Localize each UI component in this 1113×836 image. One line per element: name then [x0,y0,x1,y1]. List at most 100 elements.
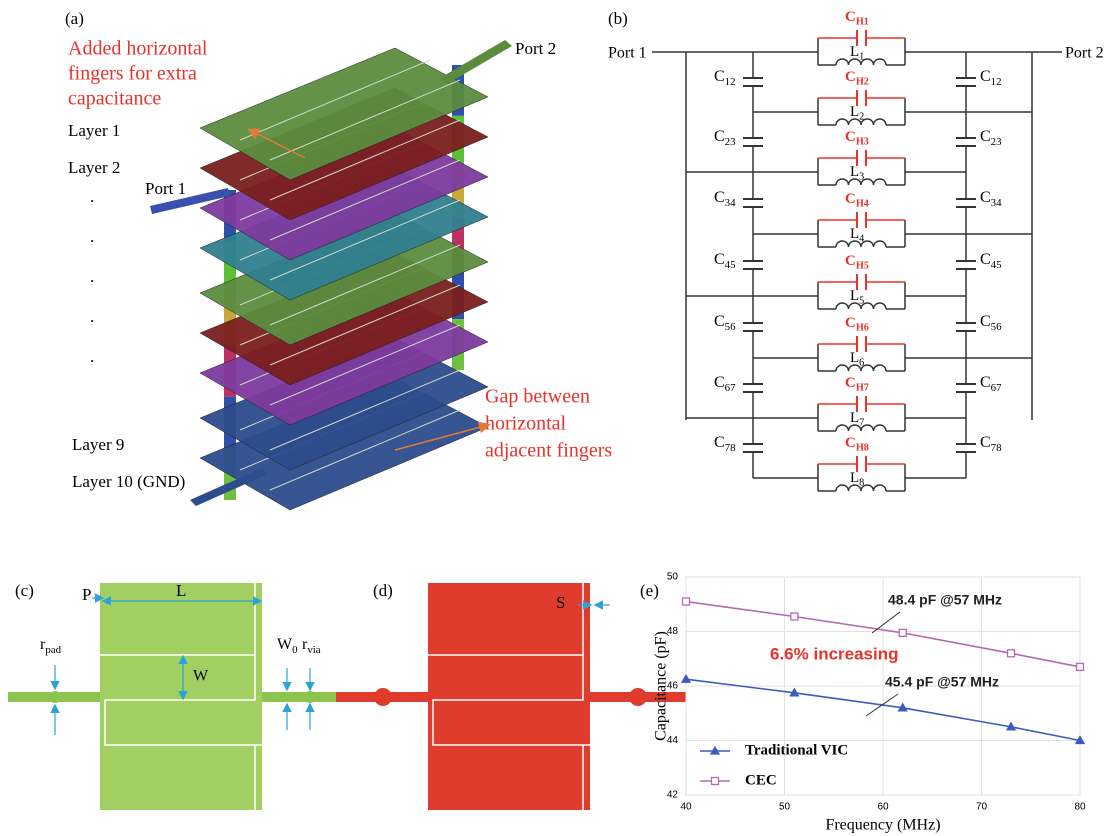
parallel-cap-label-base: C [845,191,856,207]
coupling-cap-label-base: C [714,313,725,330]
coupling-cap-label: C56 [714,313,736,333]
coupling-cap-label: C45 [980,251,1002,271]
coupling-cap-label-base: C [714,434,725,451]
parallel-cap-label-sub: H8 [856,443,869,454]
annotation: fingers for extra [68,63,197,85]
dimension-label: W [193,668,209,685]
parallel-cap-label: CH7 [845,375,869,393]
annotation: 45.4 pF @57 MHz [885,674,999,690]
ellipsis-dot: . [90,307,94,326]
y-tick-label: 50 [667,572,679,583]
inductor-label-base: L [850,288,859,304]
dimension-label: L [176,581,186,600]
coupling-cap-label-base: C [714,374,725,391]
capacitor-body [428,583,590,810]
parallel-cap-label: CH6 [845,315,869,333]
x-tick-label: 40 [680,802,692,813]
coupling-cap-label: C34 [980,189,1002,209]
ellipsis-dot: . [90,347,94,366]
panel-label: (d) [373,581,393,600]
inductor-label-base: L [850,350,859,366]
inductor-label: L2 [850,104,864,122]
capacitor-body [100,583,262,810]
coupling-cap-label: C23 [714,128,736,148]
parallel-cap-label: CH4 [845,191,869,209]
dimension-label: rpad [40,636,62,656]
coupling-cap-label-base: C [714,128,725,145]
coupling-cap-label-base: C [980,313,991,330]
inductor-label: L4 [850,226,864,244]
parallel-cap-label-base: C [845,129,856,145]
data-marker [1077,663,1084,670]
inductor-label-base: L [850,226,859,242]
data-marker [1008,650,1015,657]
annotation: Gap between [485,386,590,408]
coupling-cap-label: C12 [980,68,1002,88]
x-axis-label: Frequency (MHz) [825,817,940,834]
port-label: Port 1 [608,45,647,62]
inductor-label-sub: 8 [859,478,864,489]
coupling-cap-label-base: C [980,434,991,451]
port-label: Port 2 [1065,45,1104,62]
coupling-cap-label: C45 [714,251,736,271]
ellipsis-dot: . [90,227,94,246]
dimension-label-base: W [277,636,293,653]
figure: (a)Added horizontalfingers for extracapa… [0,0,1113,836]
annotation: horizontal [485,413,567,435]
dimension-label-sub: pad [45,643,61,655]
inductor-label: L5 [850,288,864,306]
x-tick-label: 50 [779,802,791,813]
layer-label: Layer 1 [68,121,120,140]
dimension-label: rvia [302,636,321,656]
coupling-cap-label-sub: 56 [725,320,736,332]
inductor-label: L6 [850,350,864,368]
coupling-cap-label-sub: 67 [725,381,736,393]
coupling-cap-label-sub: 12 [991,75,1002,87]
coupling-cap-label-sub: 45 [991,258,1002,270]
inductor-label: L1 [850,44,864,62]
coupling-cap-label-base: C [714,189,725,206]
pad [374,688,392,706]
annotation: adjacent fingers [485,440,612,462]
inductor-label-sub: 2 [859,112,864,123]
coupling-cap-label-sub: 56 [991,320,1002,332]
x-tick-label: 70 [976,802,988,813]
dimension-label: W0 [277,636,298,656]
inductor-label: L3 [850,164,864,182]
coupling-cap-label-base: C [714,68,725,85]
annotation: 48.4 pF @57 MHz [888,592,1002,608]
port-label: Port 1 [145,179,186,198]
inductor-label-base: L [850,470,859,486]
coupling-cap-label-base: C [980,189,991,206]
annotation: Added horizontal [68,38,208,60]
coupling-cap-label: C12 [714,68,736,88]
coupling-cap-label-sub: 23 [991,135,1002,147]
coupling-cap-label: C78 [980,434,1002,454]
parallel-cap-label-sub: H2 [856,77,869,88]
pad [304,691,316,703]
dimension-label: S [556,593,565,612]
coupling-cap-label-sub: 23 [725,135,736,147]
port-label: Port 2 [515,39,556,58]
parallel-cap-label: CH8 [845,435,869,453]
parallel-cap-label-base: C [845,375,856,391]
parallel-cap-label-sub: H6 [856,323,869,334]
x-tick-label: 60 [877,802,889,813]
annotation: capacitance [68,88,161,110]
parallel-cap-label: CH5 [845,253,869,271]
inductor-label-sub: 7 [859,418,864,429]
coupling-cap-label: C67 [980,374,1002,394]
coupling-cap-label-sub: 78 [725,441,736,453]
parallel-cap-label: CH3 [845,129,869,147]
x-tick-label: 80 [1074,802,1086,813]
coupling-cap-label-sub: 67 [991,381,1002,393]
coupling-cap-label-sub: 45 [725,258,736,270]
inductor-label-sub: 4 [859,234,864,245]
parallel-cap-label-sub: H7 [856,383,869,394]
parallel-cap-label: CH2 [845,69,869,87]
pad [49,691,61,703]
